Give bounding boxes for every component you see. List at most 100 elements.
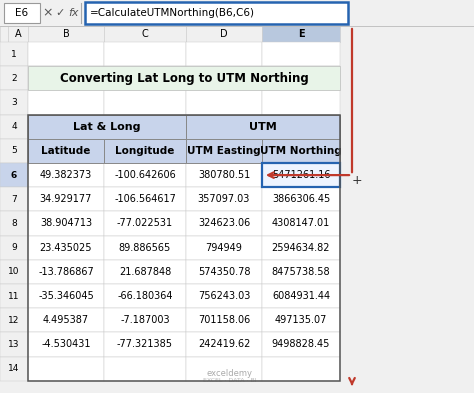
Text: UTM Northing: UTM Northing: [260, 146, 342, 156]
Text: -100.642606: -100.642606: [114, 170, 176, 180]
Bar: [186, 356, 262, 381]
Text: =CalculateUTMNorthing(B6,C6): =CalculateUTMNorthing(B6,C6): [90, 8, 255, 18]
Text: 574350.78: 574350.78: [198, 267, 250, 277]
Text: 4308147.01: 4308147.01: [272, 219, 330, 228]
Bar: [104, 90, 186, 115]
Text: 5471261.16: 5471261.16: [272, 170, 330, 180]
Bar: [0, 115, 28, 139]
Bar: [262, 139, 340, 163]
Bar: [104, 284, 186, 308]
Text: 357097.03: 357097.03: [198, 194, 250, 204]
Text: Longitude: Longitude: [115, 146, 175, 156]
Bar: [262, 260, 340, 284]
Bar: [186, 260, 262, 284]
Bar: [28, 308, 104, 332]
Text: 9498828.45: 9498828.45: [272, 340, 330, 349]
Text: 8: 8: [11, 219, 17, 228]
Bar: [186, 308, 262, 332]
Text: fx: fx: [69, 8, 79, 18]
Bar: [0, 308, 28, 332]
Bar: [0, 332, 28, 356]
Text: 2: 2: [11, 74, 17, 83]
Text: 794949: 794949: [206, 243, 242, 253]
Text: 89.886565: 89.886565: [119, 243, 171, 253]
Bar: [4, 3, 40, 23]
Bar: [28, 139, 104, 163]
Text: D: D: [220, 29, 228, 39]
Bar: [104, 163, 186, 187]
Bar: [0, 356, 28, 381]
Bar: [104, 332, 186, 356]
Text: -35.346045: -35.346045: [38, 291, 94, 301]
Bar: [104, 42, 186, 66]
Text: 11: 11: [8, 292, 20, 301]
Bar: [28, 66, 340, 90]
Text: 6084931.44: 6084931.44: [272, 291, 330, 301]
Bar: [262, 66, 340, 90]
Bar: [104, 139, 186, 163]
Bar: [262, 187, 340, 211]
Bar: [8, 26, 28, 42]
Text: ×: ×: [43, 7, 53, 20]
Bar: [186, 139, 262, 163]
Text: E: E: [298, 29, 304, 39]
Bar: [186, 42, 262, 66]
Bar: [262, 284, 340, 308]
Text: 9: 9: [11, 243, 17, 252]
Bar: [0, 260, 28, 284]
Bar: [104, 260, 186, 284]
Text: 4: 4: [11, 122, 17, 131]
Bar: [28, 260, 104, 284]
Bar: [0, 163, 28, 187]
Bar: [186, 115, 340, 139]
Bar: [0, 284, 28, 308]
Text: -66.180364: -66.180364: [117, 291, 173, 301]
Bar: [186, 139, 262, 163]
Text: 38.904713: 38.904713: [40, 219, 92, 228]
Text: 7: 7: [11, 195, 17, 204]
Bar: [28, 284, 104, 308]
Bar: [0, 211, 28, 235]
Bar: [28, 139, 104, 163]
Bar: [28, 163, 104, 187]
Bar: [104, 26, 186, 42]
Text: 6: 6: [11, 171, 17, 180]
Text: -106.564617: -106.564617: [114, 194, 176, 204]
Bar: [104, 115, 186, 139]
Bar: [186, 66, 262, 90]
Bar: [28, 66, 104, 90]
Bar: [186, 163, 262, 187]
Bar: [28, 115, 104, 139]
Bar: [186, 235, 262, 260]
Text: 701158.06: 701158.06: [198, 315, 250, 325]
Text: 756243.03: 756243.03: [198, 291, 250, 301]
Bar: [0, 187, 28, 211]
Bar: [28, 26, 104, 42]
Bar: [85, 2, 348, 24]
Bar: [0, 139, 28, 163]
Bar: [186, 332, 262, 356]
Bar: [104, 66, 186, 90]
Bar: [262, 235, 340, 260]
Text: ✓: ✓: [55, 8, 64, 18]
Bar: [0, 0, 474, 26]
Bar: [104, 356, 186, 381]
Text: 324623.06: 324623.06: [198, 219, 250, 228]
Bar: [262, 90, 340, 115]
Bar: [28, 235, 104, 260]
Bar: [104, 211, 186, 235]
Bar: [28, 356, 104, 381]
Bar: [0, 26, 8, 42]
Bar: [28, 115, 340, 381]
Text: Latitude: Latitude: [41, 146, 91, 156]
Text: -77.022531: -77.022531: [117, 219, 173, 228]
Bar: [186, 90, 262, 115]
Bar: [28, 187, 104, 211]
Text: 1: 1: [11, 50, 17, 59]
Text: C: C: [142, 29, 148, 39]
Text: -77.321385: -77.321385: [117, 340, 173, 349]
Bar: [104, 308, 186, 332]
Text: Converting Lat Long to UTM Northing: Converting Lat Long to UTM Northing: [60, 72, 309, 85]
Bar: [262, 26, 340, 42]
Text: B: B: [63, 29, 69, 39]
